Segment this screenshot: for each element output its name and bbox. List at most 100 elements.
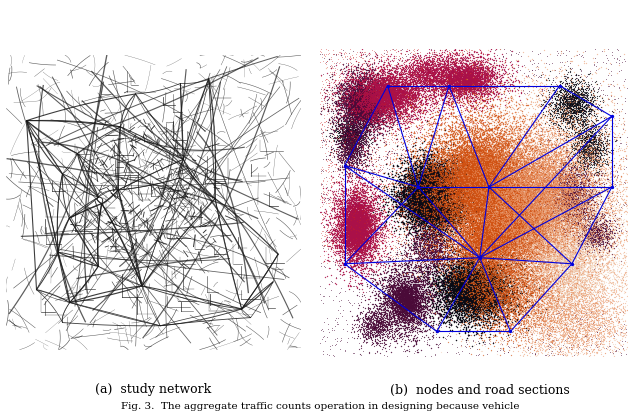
Point (503, 194, 513, 201)
Point (458, 50, 468, 57)
Point (356, 94, 367, 101)
Point (534, 233, 544, 240)
Point (469, 234, 479, 241)
Point (483, 285, 493, 291)
Point (438, 285, 449, 292)
Point (474, 235, 484, 242)
Point (395, 65, 405, 71)
Point (449, 199, 459, 205)
Point (588, 239, 598, 245)
Point (557, 211, 568, 217)
Point (433, 193, 444, 199)
Point (333, 214, 344, 220)
Point (525, 184, 536, 190)
Point (461, 275, 471, 281)
Point (433, 206, 444, 213)
Point (428, 190, 438, 197)
Point (409, 301, 419, 308)
Point (538, 245, 548, 252)
Point (509, 292, 519, 298)
Point (449, 167, 459, 173)
Point (566, 317, 576, 324)
Point (421, 202, 431, 209)
Point (499, 280, 509, 287)
Point (358, 101, 369, 108)
Point (361, 118, 371, 125)
Point (348, 227, 358, 234)
Point (410, 239, 420, 245)
Point (482, 236, 492, 243)
Point (555, 124, 565, 131)
Point (369, 225, 380, 231)
Point (433, 324, 444, 331)
Point (460, 67, 470, 74)
Point (543, 219, 553, 226)
Point (368, 123, 378, 130)
Point (408, 290, 419, 297)
Point (355, 142, 365, 148)
Point (427, 308, 437, 315)
Point (458, 169, 468, 176)
Point (439, 67, 449, 74)
Point (413, 221, 424, 228)
Point (362, 248, 372, 254)
Point (600, 256, 611, 262)
Point (355, 234, 365, 241)
Point (331, 293, 341, 299)
Point (502, 211, 513, 217)
Point (558, 259, 568, 266)
Point (434, 204, 444, 210)
Point (435, 197, 445, 204)
Point (610, 121, 620, 127)
Point (423, 188, 433, 195)
Point (335, 197, 346, 204)
Point (479, 222, 490, 228)
Point (493, 176, 503, 182)
Point (452, 218, 462, 225)
Point (492, 237, 502, 243)
Point (349, 231, 359, 238)
Point (425, 207, 435, 214)
Point (369, 106, 379, 112)
Point (470, 179, 481, 185)
Point (330, 122, 340, 128)
Point (445, 160, 456, 167)
Point (349, 100, 360, 106)
Point (604, 142, 614, 148)
Point (369, 88, 379, 94)
Point (472, 124, 482, 131)
Point (486, 230, 496, 236)
Point (540, 194, 550, 200)
Point (386, 273, 396, 280)
Point (511, 166, 522, 173)
Point (594, 315, 604, 322)
Point (427, 133, 437, 139)
Point (463, 63, 474, 70)
Point (485, 230, 495, 236)
Point (484, 234, 494, 241)
Point (451, 280, 461, 287)
Point (370, 86, 380, 93)
Point (555, 211, 565, 218)
Point (424, 181, 435, 188)
Point (499, 301, 509, 308)
Point (429, 74, 439, 81)
Point (468, 157, 478, 164)
Point (576, 240, 586, 247)
Point (549, 189, 559, 196)
Point (500, 189, 510, 196)
Point (518, 194, 528, 201)
Point (539, 176, 549, 183)
Point (526, 201, 536, 207)
Point (459, 206, 469, 213)
Point (550, 173, 560, 180)
Point (499, 264, 509, 271)
Point (552, 202, 562, 209)
Point (480, 254, 490, 261)
Point (472, 275, 482, 282)
Point (348, 96, 358, 102)
Point (548, 167, 559, 173)
Point (427, 192, 437, 198)
Point (508, 192, 518, 198)
Point (422, 181, 432, 188)
